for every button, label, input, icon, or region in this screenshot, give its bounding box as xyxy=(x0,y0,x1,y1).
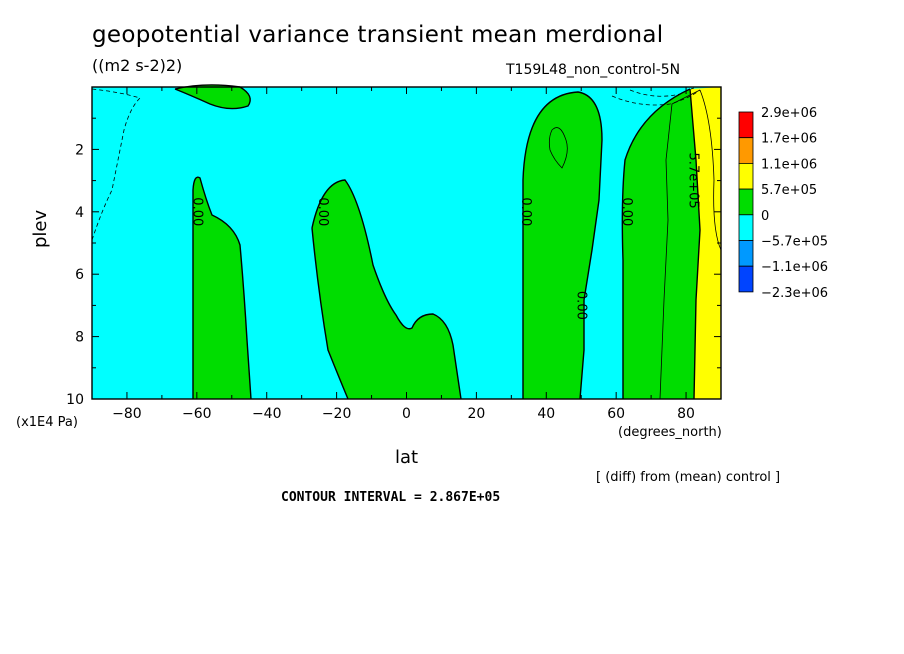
y-tick-label: 2 xyxy=(75,142,84,158)
zero-contour-2 xyxy=(311,227,349,400)
contour-label: 5.7e+05 xyxy=(686,153,701,209)
legend-swatch xyxy=(738,137,754,164)
x-tick-label: −80 xyxy=(112,406,142,422)
x-axis-unit: (degrees_north) xyxy=(618,425,722,440)
x-axis-label: lat xyxy=(395,447,419,468)
contour-label: 0.00 xyxy=(315,197,330,226)
legend-swatch xyxy=(738,111,754,139)
x-tick-label: −60 xyxy=(182,406,212,422)
contour-label: 0.00 xyxy=(619,197,634,226)
zero-contour-1 xyxy=(311,179,462,400)
inner-contour-polar xyxy=(699,89,722,251)
x-tick-label: −20 xyxy=(322,406,352,422)
y-tick-label: 4 xyxy=(75,205,84,221)
zero-contour-3 xyxy=(522,91,603,400)
legend-label: 5.7e+05 xyxy=(761,183,817,198)
run-label: T159L48_non_control-5N xyxy=(506,62,681,78)
y-axis-unit: (x1E4 Pa) xyxy=(16,415,78,430)
contour-lines xyxy=(91,84,722,400)
zero-contour-5 xyxy=(689,88,701,400)
contour-fills xyxy=(92,84,721,399)
x-tick-label: 80 xyxy=(677,406,695,422)
positive-sh-60-region xyxy=(193,177,251,399)
zero-contour-4 xyxy=(621,88,691,399)
contour-interval: CONTOUR INTERVAL = 2.867E+05 xyxy=(281,490,501,505)
x-tick-label: 40 xyxy=(537,406,555,422)
y-tick-label: 6 xyxy=(75,267,84,283)
inner-contour-40n xyxy=(548,127,568,169)
zero-contour-0 xyxy=(192,176,252,400)
contour-label: 0.00 xyxy=(518,197,533,226)
legend-label: 2.9e+06 xyxy=(761,106,817,121)
legend-label: −5.7e+05 xyxy=(761,235,828,250)
legend-label: 1.1e+06 xyxy=(761,157,817,172)
chart-title: geopotential variance transient mean mer… xyxy=(92,22,664,48)
legend-swatch xyxy=(738,162,754,190)
legend-swatch xyxy=(738,265,754,293)
x-tick-label: −40 xyxy=(252,406,282,422)
x-tick-label: 60 xyxy=(607,406,625,422)
legend-swatch xyxy=(738,240,754,267)
legend-swatch xyxy=(738,214,754,241)
y-tick-label: 8 xyxy=(75,330,84,346)
legend-swatch xyxy=(738,188,754,216)
zero-contour-6 xyxy=(174,84,251,110)
positive-nh-70-region xyxy=(622,89,700,399)
positive-nh-40-region xyxy=(523,92,602,399)
color-legend: 2.9e+06 1.7e+06 1.1e+06 5.7e+05 0 −5.7e+05 −1.… xyxy=(738,106,828,301)
negative-contour-nh-2 xyxy=(629,87,695,97)
contour-label: 0.00 xyxy=(189,197,204,226)
x-tick-label: 20 xyxy=(467,406,485,422)
chart-units: ((m2 s-2)2) xyxy=(92,56,183,75)
legend-label: 0 xyxy=(761,209,769,224)
contour-label: 0.00 xyxy=(574,291,589,320)
y-tick-label: 10 xyxy=(66,392,84,408)
x-tick-label: 0 xyxy=(402,406,411,422)
negative-contour-nh xyxy=(611,89,701,106)
contour-labels: 0.00 0.00 0.00 0.00 0.00 5.7e+05 xyxy=(189,153,700,320)
plot-axes: −80 −60 −40 −20 0 20 40 60 80 2 4 6 8 10 xyxy=(66,86,722,422)
legend-label: −2.3e+06 xyxy=(761,286,828,301)
comparison-note: [ (diff) from (mean) control ] xyxy=(596,470,781,485)
positive-sh-20-region xyxy=(312,180,461,399)
legend-label: −1.1e+06 xyxy=(761,260,828,275)
negative-contour-sh xyxy=(91,88,141,241)
y-axis-label: plev xyxy=(30,209,51,248)
legend-label: 1.7e+06 xyxy=(761,132,817,147)
